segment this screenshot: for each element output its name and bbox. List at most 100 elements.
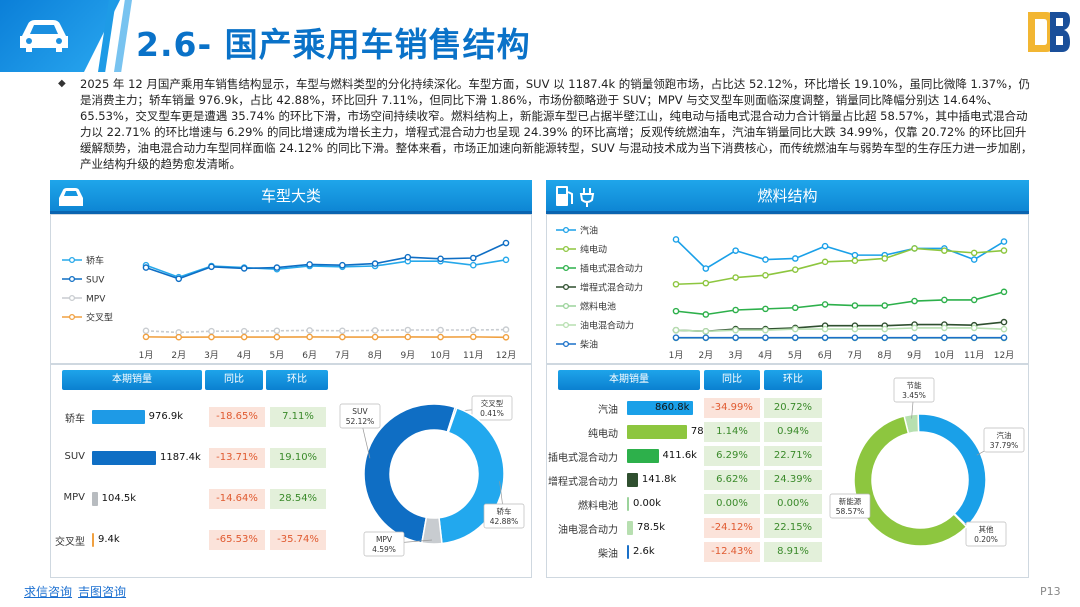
slice-name: SUV bbox=[352, 407, 368, 416]
x-tick-label: 3月 bbox=[204, 350, 219, 361]
data-point bbox=[791, 266, 799, 273]
data-point bbox=[732, 247, 739, 254]
data-point bbox=[941, 247, 948, 254]
series-line bbox=[675, 321, 1005, 333]
footer-link-1[interactable]: 求信咨询 bbox=[24, 585, 73, 599]
data-point bbox=[702, 265, 710, 272]
data-point bbox=[911, 324, 918, 332]
legend-marker bbox=[68, 275, 76, 283]
row-label: 插电式混合动力 bbox=[548, 453, 618, 464]
data-point bbox=[469, 326, 477, 334]
legend-marker bbox=[562, 245, 570, 253]
data-point bbox=[762, 326, 769, 334]
data-point bbox=[371, 260, 379, 267]
data-point bbox=[791, 325, 799, 333]
footer-link-2[interactable]: 吉图咨询 bbox=[78, 585, 127, 599]
data-point bbox=[672, 334, 680, 341]
legend-label: 插电式混合动力 bbox=[580, 263, 643, 275]
legend-marker bbox=[562, 283, 570, 291]
series-line bbox=[145, 328, 507, 334]
data-point bbox=[821, 258, 829, 266]
legend-label: SUV bbox=[86, 276, 105, 286]
x-tick-label: 10月 bbox=[934, 350, 954, 361]
data-point bbox=[175, 275, 183, 283]
data-point bbox=[175, 333, 183, 341]
section-title: 车型大类 bbox=[260, 187, 321, 205]
data-point bbox=[821, 301, 829, 308]
car-icon bbox=[20, 20, 68, 52]
data-point bbox=[404, 326, 412, 334]
pie-slice bbox=[853, 415, 968, 547]
x-tick-label: 12月 bbox=[496, 350, 516, 361]
data-point bbox=[502, 333, 510, 341]
data-point bbox=[306, 261, 313, 268]
data-point bbox=[732, 334, 739, 341]
data-point bbox=[240, 333, 248, 341]
yoy-cell: 6.29% bbox=[704, 446, 760, 466]
row-label: 增程式混合动力 bbox=[548, 477, 618, 488]
x-tick-label: 5月 bbox=[788, 350, 803, 361]
mom-cell: 0.94% bbox=[764, 422, 822, 442]
col-header-yoy: 同比 bbox=[704, 370, 760, 390]
bar bbox=[627, 521, 634, 535]
data-point bbox=[208, 327, 215, 335]
data-point bbox=[881, 255, 889, 262]
mom-cell: 22.15% bbox=[764, 518, 822, 538]
yoy-cell: -65.53% bbox=[209, 530, 265, 550]
col-header-current: 本期销量 bbox=[62, 370, 202, 390]
row-label: 燃料电池 bbox=[578, 501, 618, 512]
bullet-icon: ◆ bbox=[58, 78, 66, 89]
data-point bbox=[306, 333, 313, 341]
fuel-line-chart: 1月 2月 3月 4月 5月 6月 7月 8月 9月 10月 11月 12月 汽油纯电动插电式混合动力增… bbox=[556, 225, 1014, 361]
page-number: P13 bbox=[1040, 585, 1061, 598]
label-box bbox=[829, 493, 871, 519]
data-point bbox=[821, 242, 829, 250]
data-point bbox=[339, 333, 346, 341]
x-tick-label: 1月 bbox=[139, 350, 154, 361]
mom-cell: 0.00% bbox=[764, 494, 822, 514]
mom-cell: 8.91% bbox=[764, 542, 822, 562]
yoy-cell: -34.99% bbox=[704, 398, 760, 418]
page-title: 2.6- 国产乘用车销售结构 bbox=[136, 25, 531, 64]
bar bbox=[627, 401, 693, 415]
data-point bbox=[404, 253, 412, 261]
yoy-cell: -24.12% bbox=[704, 518, 760, 538]
slice-percent: 37.79% bbox=[990, 441, 1019, 450]
legend-marker bbox=[562, 302, 570, 310]
slice-percent: 0.20% bbox=[974, 535, 998, 544]
mom-cell: 24.39% bbox=[764, 470, 822, 490]
yoy-cell: -18.65% bbox=[209, 407, 265, 427]
panel-frame bbox=[50, 214, 532, 364]
data-point bbox=[970, 256, 978, 263]
series-line bbox=[675, 327, 1005, 333]
data-point bbox=[970, 334, 978, 341]
data-point bbox=[240, 327, 248, 335]
row-label: 轿车 bbox=[65, 414, 85, 425]
x-tick-label: 9月 bbox=[400, 350, 415, 361]
data-point bbox=[911, 334, 918, 341]
col-header-mom: 环比 bbox=[266, 370, 328, 390]
slice-name: 轿车 bbox=[497, 506, 512, 516]
yoy-cell: 1.14% bbox=[704, 422, 760, 442]
legend-label: 汽油 bbox=[580, 225, 598, 237]
data-point bbox=[672, 236, 680, 243]
data-point bbox=[1000, 325, 1008, 333]
data-point bbox=[502, 256, 510, 264]
legend-marker bbox=[68, 256, 76, 264]
legend-label: MPV bbox=[86, 295, 106, 305]
data-point bbox=[762, 334, 769, 341]
bar bbox=[627, 425, 687, 439]
data-point bbox=[821, 325, 829, 333]
data-point bbox=[851, 302, 859, 309]
data-point bbox=[404, 333, 412, 341]
bar-value: 411.6k bbox=[662, 450, 697, 461]
slice-name: 新能源 bbox=[839, 496, 862, 506]
x-tick-label: 3月 bbox=[728, 350, 743, 361]
bar-value: 104.5k bbox=[101, 493, 137, 504]
x-tick-label: 9月 bbox=[907, 350, 922, 361]
data-point bbox=[672, 307, 680, 315]
data-point bbox=[970, 296, 978, 304]
legend-label: 油电混合动力 bbox=[580, 320, 634, 332]
bar bbox=[627, 449, 659, 463]
